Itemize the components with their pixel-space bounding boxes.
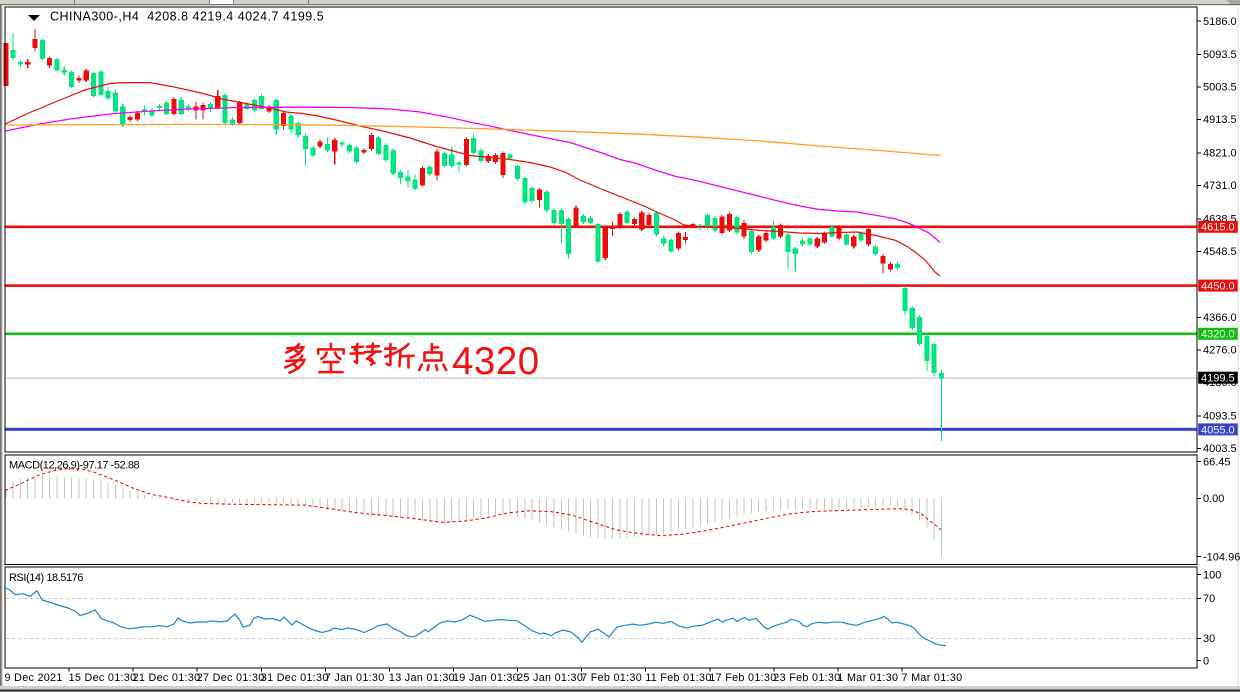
svg-text:5003.5: 5003.5 [1203,82,1237,94]
svg-text:19 Jan 01:30: 19 Jan 01:30 [453,672,519,684]
svg-text:4615.0: 4615.0 [1201,222,1235,234]
svg-text:21 Dec 01:30: 21 Dec 01:30 [133,672,201,684]
svg-text:9 Dec 2021: 9 Dec 2021 [5,672,63,684]
svg-text:4450.0: 4450.0 [1201,281,1235,293]
svg-text:7 Mar 01:30: 7 Mar 01:30 [902,672,963,684]
svg-text:4366.0: 4366.0 [1203,312,1237,324]
svg-text:11 Feb 01:30: 11 Feb 01:30 [645,672,711,684]
svg-text:0: 0 [1203,655,1209,667]
svg-text:7 Feb 01:30: 7 Feb 01:30 [581,672,642,684]
svg-text:4003.5: 4003.5 [1203,443,1237,455]
svg-text:13 Jan 01:30: 13 Jan 01:30 [389,672,455,684]
svg-text:-104.96: -104.96 [1203,551,1240,563]
svg-text:100: 100 [1203,569,1221,581]
svg-text:4821.0: 4821.0 [1203,148,1237,160]
svg-text:4093.5: 4093.5 [1203,411,1237,423]
svg-text:4320.0: 4320.0 [1201,329,1235,341]
svg-text:4913.5: 4913.5 [1203,114,1237,126]
svg-text:RSI(14) 18.5176: RSI(14) 18.5176 [9,572,83,584]
svg-text:4055.0: 4055.0 [1201,424,1235,436]
svg-text:MACD(12,26,9)-97.17 -52.88: MACD(12,26,9)-97.17 -52.88 [9,460,139,472]
svg-text:4199.5: 4199.5 [1201,373,1235,385]
svg-text:17 Feb 01:30: 17 Feb 01:30 [709,672,776,684]
svg-text:CHINA300-,H4 4208.8 4219.4 40: CHINA300-,H4 4208.8 4219.4 4024.7 4199.5 [50,10,324,24]
svg-text:31 Dec 01:30: 31 Dec 01:30 [261,672,329,684]
svg-text:27 Dec 01:30: 27 Dec 01:30 [197,672,265,684]
svg-text:5186.0: 5186.0 [1203,16,1237,28]
svg-text:4320: 4320 [452,340,540,383]
svg-text:30: 30 [1203,633,1215,645]
svg-text:15 Dec 01:30: 15 Dec 01:30 [69,672,137,684]
svg-text:66.45: 66.45 [1203,457,1231,469]
svg-text:4276.0: 4276.0 [1203,345,1237,357]
svg-text:4548.5: 4548.5 [1203,246,1237,258]
svg-text:25 Jan 01:30: 25 Jan 01:30 [517,672,583,684]
svg-text:1 Mar 01:30: 1 Mar 01:30 [837,672,898,684]
svg-text:0.00: 0.00 [1203,493,1224,505]
svg-text:70: 70 [1203,593,1215,605]
svg-text:23 Feb 01:30: 23 Feb 01:30 [773,672,840,684]
svg-text:4731.0: 4731.0 [1203,180,1237,192]
svg-text:7 Jan 01:30: 7 Jan 01:30 [325,672,385,684]
svg-text:5093.5: 5093.5 [1203,49,1237,61]
